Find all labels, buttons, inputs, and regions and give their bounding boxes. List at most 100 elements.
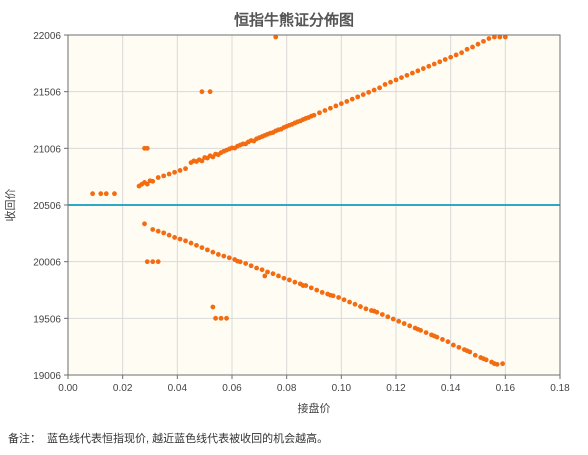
data-point	[287, 277, 292, 283]
plot-border	[67, 34, 561, 376]
x-tick-label: 0.08	[277, 383, 297, 394]
data-point	[404, 72, 410, 78]
data-point	[248, 263, 254, 269]
data-point	[155, 228, 161, 234]
data-point	[333, 103, 339, 109]
data-point	[502, 34, 508, 40]
data-point	[492, 34, 497, 40]
data-point	[360, 92, 366, 98]
data-point	[388, 79, 393, 85]
data-point	[142, 221, 147, 227]
data-point	[371, 308, 377, 314]
data-point	[292, 279, 298, 285]
data-point	[262, 273, 268, 279]
y-tick-label: 19506	[33, 314, 61, 325]
data-point	[259, 267, 265, 273]
x-axis: 0.00 0.02 0.04 0.06 0.08 0.10 0.12 0.14 0.16 0.18	[58, 375, 570, 394]
data-point	[415, 68, 421, 74]
data-point	[150, 227, 156, 232]
data-point	[314, 287, 320, 293]
data-point	[199, 89, 205, 95]
data-point	[426, 63, 432, 69]
data-point	[431, 333, 437, 339]
data-point	[183, 238, 188, 244]
x-tick-label: 0.00	[58, 383, 78, 394]
footnote: 备注： 蓝色线代表恒指现价, 越近蓝色线代表被收回的机会越高。	[8, 430, 334, 446]
data-point	[363, 306, 369, 312]
data-point	[355, 94, 361, 100]
data-point	[144, 145, 150, 151]
data-point	[300, 283, 306, 288]
data-point	[497, 34, 503, 40]
x-tick-label: 0.14	[441, 383, 461, 394]
data-point	[207, 89, 213, 95]
data-point	[431, 61, 437, 67]
data-point	[341, 297, 347, 303]
data-point	[215, 252, 221, 257]
data-point	[308, 285, 314, 291]
data-point	[144, 181, 150, 187]
data-point	[166, 232, 172, 238]
data-point	[492, 361, 497, 367]
data-point	[393, 77, 399, 83]
data-point	[401, 321, 407, 326]
data-point	[90, 191, 95, 197]
data-point	[481, 356, 486, 362]
data-point	[205, 247, 210, 253]
x-tick-label: 0.12	[386, 383, 406, 394]
y-tick-label: 20006	[33, 258, 61, 269]
data-point	[161, 173, 167, 179]
x-axis-label: 接盘价	[298, 401, 331, 415]
y-axis: 19006 19506 20006 20506 21006 21506 22006	[33, 31, 68, 382]
data-point	[328, 105, 333, 111]
data-point	[177, 236, 183, 242]
data-point	[144, 259, 150, 265]
data-point	[500, 361, 505, 367]
data-point	[382, 82, 388, 87]
chart-title: 恒指牛熊证分佈图	[234, 11, 354, 29]
data-point	[194, 242, 199, 248]
data-point	[226, 255, 232, 261]
data-point	[371, 87, 377, 93]
data-point	[464, 46, 470, 52]
footnote-text: 蓝色线代表恒指现价, 越近蓝色线代表被收回的机会越高。	[47, 433, 329, 445]
data-point	[243, 261, 249, 266]
data-point	[349, 96, 355, 102]
x-tick-label: 0.02	[113, 383, 133, 394]
data-point	[172, 235, 178, 240]
data-point	[344, 99, 350, 104]
data-point	[199, 158, 205, 164]
y-tick-label: 22006	[33, 31, 61, 42]
data-point	[166, 171, 172, 177]
data-point	[390, 316, 396, 322]
data-point	[423, 330, 429, 336]
data-point	[103, 191, 109, 197]
x-tick-label: 0.06	[222, 383, 242, 394]
data-point	[235, 258, 240, 264]
data-point	[328, 292, 333, 298]
data-point	[338, 101, 344, 107]
data-point	[273, 34, 279, 40]
data-point	[464, 348, 470, 354]
data-point	[379, 312, 385, 317]
data-point	[420, 66, 426, 71]
x-tick-label: 0.04	[168, 383, 188, 394]
data-point	[265, 269, 270, 275]
data-point	[218, 315, 224, 321]
data-point	[440, 337, 445, 342]
data-point	[396, 318, 402, 324]
data-point	[221, 253, 227, 259]
data-point	[472, 352, 478, 358]
y-tick-label: 21506	[33, 88, 61, 99]
data-point	[377, 85, 382, 91]
data-point	[276, 273, 281, 279]
data-point	[445, 339, 451, 345]
data-point	[453, 52, 459, 58]
y-tick-label: 19006	[33, 371, 61, 382]
data-point	[155, 259, 161, 265]
data-point	[352, 301, 358, 307]
data-point	[385, 314, 391, 320]
data-point	[451, 342, 456, 348]
data-point	[210, 249, 216, 255]
